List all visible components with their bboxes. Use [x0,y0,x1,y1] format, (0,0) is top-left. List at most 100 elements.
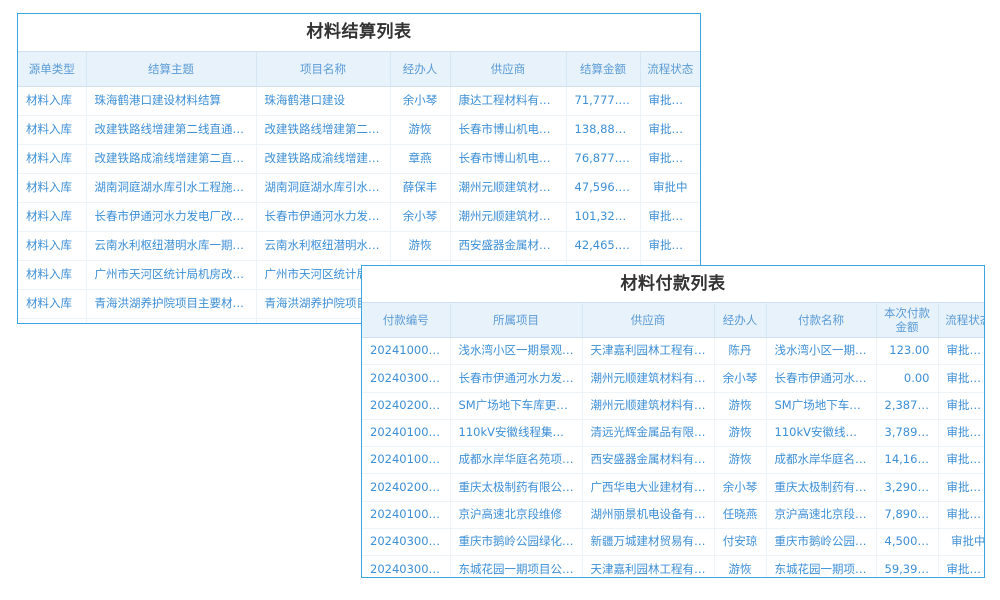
payment-table-row[interactable]: 2024030006 东城花园一期项目公寓... 天津嘉利园林工程有限... 游恢 东城… [362,555,984,577]
settlement-col-subject[interactable]: 结算主题 [86,51,257,87]
payment-cell-code[interactable]: 2024010009 [362,446,451,475]
payment-cell-code[interactable]: 2024010008 [362,501,451,530]
settlement-col-source-type[interactable]: 源单类型 [18,51,87,87]
payment-cell-payment-name[interactable]: SM广场地下车库更... [766,392,877,420]
settlement-cell-subject[interactable]: 长春市伊通河水力发电厂改建工程... [86,202,257,232]
payment-cell-payment-name[interactable]: 110kV安徽线程集变... [766,419,877,448]
payment-cell-code[interactable]: 2024030005 [362,528,451,557]
payment-cell-code[interactable]: 2024020011 [362,473,451,502]
settlement-cell-handler: 薛保丰 [390,173,451,203]
settlement-cell-project[interactable]: 珠海鹤港口建设 [256,86,391,116]
settlement-cell-status: 审批不通过 [640,86,700,116]
payment-cell-project[interactable]: SM广场地下车库更换摄... [450,392,583,420]
settlement-cell-subject[interactable]: 云南水利枢纽潜明水库一期工程施... [86,231,257,261]
payment-col-handler[interactable]: 经办人 [714,302,767,338]
payment-cell-payment-name[interactable]: 东城花园一期项目... [766,555,877,577]
settlement-cell-supplier[interactable]: 潮州元顺建筑材料有... [450,173,567,203]
payment-cell-payment-name[interactable]: 长春市伊通河水力... [766,364,877,393]
settlement-cell-project[interactable]: 湖南洞庭湖水库引水工程... [256,173,391,203]
settlement-cell-project[interactable]: 长春市伊通河水力发电厂... [256,202,391,232]
settlement-cell-subject[interactable]: 成都能源建设集团投资有限公司临... [86,318,257,323]
payment-cell-project[interactable]: 京沪高速北京段维修 [450,501,583,530]
payment-cell-payment-name[interactable]: 重庆市鹅岭公园绿... [766,528,877,557]
settlement-col-status[interactable]: 流程状态 [640,51,700,87]
payment-cell-supplier[interactable]: 新疆万城建材贸易有限... [582,528,715,557]
payment-col-status[interactable]: 流程状态 [938,302,984,338]
payment-cell-code[interactable]: 2024030006 [362,555,451,577]
payment-cell-payment-name[interactable]: 重庆太极制药有限... [766,473,877,502]
payment-cell-project[interactable]: 长春市伊通河水力发电... [450,364,583,393]
payment-table-row[interactable]: 2024010010110kV安徽线程集变开断...清远光辉金属品有限公司游恢1… [362,419,984,448]
settlement-panel-title: 材料结算列表 [18,14,700,51]
settlement-cell-subject[interactable]: 湖南洞庭湖水库引水工程施工标材... [86,173,257,203]
payment-cell-supplier[interactable]: 西安盛器金属材料有限... [582,446,715,475]
payment-table-row[interactable]: 2024030005 重庆市鹅岭公园绿化景... 新疆万城建材贸易有限... 付安琼重… [362,528,984,557]
payment-cell-supplier[interactable]: 天津嘉利园林工程有限... [582,555,715,577]
payment-cell-project[interactable]: 东城花园一期项目公寓... [450,555,583,577]
settlement-list-panel: 材料结算列表 源单类型 结算主题 项目名称 经办人 供应商 结算金额 [17,13,701,324]
payment-col-supplier[interactable]: 供应商 [582,302,715,338]
payment-cell-project[interactable]: 110kV安徽线程集变开断... [450,419,583,448]
settlement-col-amount[interactable]: 结算金额 [566,51,641,87]
settlement-cell-project[interactable]: 改建铁路成渝线增建第二... [256,144,391,174]
payment-col-amount[interactable]: 本次付款金额 [876,302,939,338]
payment-cell-payment-name[interactable]: 京沪高速北京段维... [766,501,877,530]
payment-cell-status: 审批通过 [938,473,984,502]
payment-cell-supplier[interactable]: 潮州元顺建筑材料有限... [582,392,715,420]
settlement-cell-status: 审批通过 [640,115,700,145]
payment-cell-payment-name[interactable]: 成都水岸华庭名苑... [766,446,877,475]
settlement-cell-subject[interactable]: 改建铁路成渝线增建第二直通线（... [86,144,257,174]
settlement-cell-handler: 余小琴 [390,86,451,116]
settlement-cell-supplier[interactable]: 康达工程材料有限公司 [450,86,567,116]
settlement-table-row[interactable]: 材料入库 珠海鹤港口建设材料结算 珠海鹤港口建设 余小琴 康达工程材料有限公司 71,77… [18,86,700,116]
settlement-cell-source-type: 材料入库 [18,86,87,116]
payment-cell-handler: 游恢 [714,446,767,475]
settlement-col-supplier[interactable]: 供应商 [450,51,567,87]
settlement-table-row[interactable]: 材料入库湖南洞庭湖水库引水工程施工标材...湖南洞庭湖水库引水工程...薛保丰潮… [18,173,700,203]
payment-table-row[interactable]: 2024010008 京沪高速北京段维修 湖州丽景机电设备有限... 任晓燕 京沪高速北… [362,501,984,530]
payment-cell-project[interactable]: 成都水岸华庭名苑项目... [450,446,583,475]
settlement-cell-supplier[interactable]: 潮州元顺建筑材料有... [450,202,567,232]
settlement-col-handler[interactable]: 经办人 [390,51,451,87]
settlement-cell-subject[interactable]: 广州市天河区统计局机房改造项目... [86,260,257,290]
payment-col-project[interactable]: 所属项目 [450,302,583,338]
settlement-cell-subject[interactable]: 青海洪湖养护院项目主要材料结算 [86,289,257,319]
payment-cell-code[interactable]: 2024020012 [362,392,451,420]
payment-cell-supplier[interactable]: 潮州元顺建筑材料有限... [582,364,715,393]
payment-cell-status: 审批中 [938,528,984,557]
payment-cell-code[interactable]: 2024010010 [362,419,451,448]
payment-cell-payment-name[interactable]: 浅水湾小区一期景... [766,337,877,366]
payment-table-row[interactable]: 2024020012 SM广场地下车库更换摄... 潮州元顺建筑材料有限... 游恢 S… [362,392,984,420]
settlement-cell-project[interactable]: 云南水利枢纽潜明水库一... [256,231,391,261]
payment-col-code[interactable]: 付款编号 [362,302,451,338]
payment-cell-project[interactable]: 重庆市鹅岭公园绿化景... [450,528,583,557]
payment-table-row[interactable]: 2024100001 浅水湾小区一期景观提... 天津嘉利园林工程有限... 陈丹 浅水… [362,337,984,366]
payment-cell-code[interactable]: 2024030007 [362,364,451,393]
payment-cell-project[interactable]: 重庆太极制药有限公司... [450,473,583,502]
payment-cell-project[interactable]: 浅水湾小区一期景观提... [450,337,583,366]
payment-col-payment-name[interactable]: 付款名称 [766,302,877,338]
payment-cell-code[interactable]: 2024100001 [362,337,451,366]
settlement-cell-subject[interactable]: 珠海鹤港口建设材料结算 [86,86,257,116]
payment-table-row[interactable]: 2024010009 成都水岸华庭名苑项目... 西安盛器金属材料有限... 游恢 成都… [362,446,984,475]
payment-cell-supplier[interactable]: 广西华电大业建材有限... [582,473,715,502]
settlement-col-project[interactable]: 项目名称 [256,51,391,87]
settlement-table-row[interactable]: 材料入库改建铁路线增建第二线直通线（成...改建铁路线增建第二线直...游恢长春… [18,115,700,145]
settlement-cell-subject[interactable]: 改建铁路线增建第二线直通线（成... [86,115,257,145]
settlement-cell-source-type: 材料入库 [18,260,87,290]
settlement-cell-project[interactable]: 改建铁路线增建第二线直... [256,115,391,145]
settlement-cell-supplier[interactable]: 长春市博山机电设备... [450,115,567,145]
settlement-cell-status: 审批通过 [640,202,700,232]
payment-cell-supplier[interactable]: 清远光辉金属品有限公司 [582,419,715,448]
settlement-table-row[interactable]: 材料入库云南水利枢纽潜明水库一期工程施...云南水利枢纽潜明水库一...游恢西安… [18,231,700,261]
payment-table-row[interactable]: 2024030007 长春市伊通河水力发电... 潮州元顺建筑材料有限... 余小琴长… [362,364,984,393]
settlement-table-row[interactable]: 材料入库改建铁路成渝线增建第二直通线（...改建铁路成渝线增建第二...章燕长春… [18,144,700,174]
settlement-table-row[interactable]: 材料入库长春市伊通河水力发电厂改建工程...长春市伊通河水力发电厂...余小琴潮… [18,202,700,232]
settlement-cell-amount: 101,320... [566,202,641,232]
settlement-cell-supplier[interactable]: 西安盛器金属材料有... [450,231,567,261]
payment-cell-supplier[interactable]: 湖州丽景机电设备有限... [582,501,715,530]
settlement-cell-supplier[interactable]: 长春市博山机电设备... [450,144,567,174]
payment-cell-supplier[interactable]: 天津嘉利园林工程有限... [582,337,715,366]
payment-table-row[interactable]: 2024020011 重庆太极制药有限公司... 广西华电大业建材有限... 余小琴重… [362,473,984,502]
settlement-cell-amount: 138,888... [566,115,641,145]
